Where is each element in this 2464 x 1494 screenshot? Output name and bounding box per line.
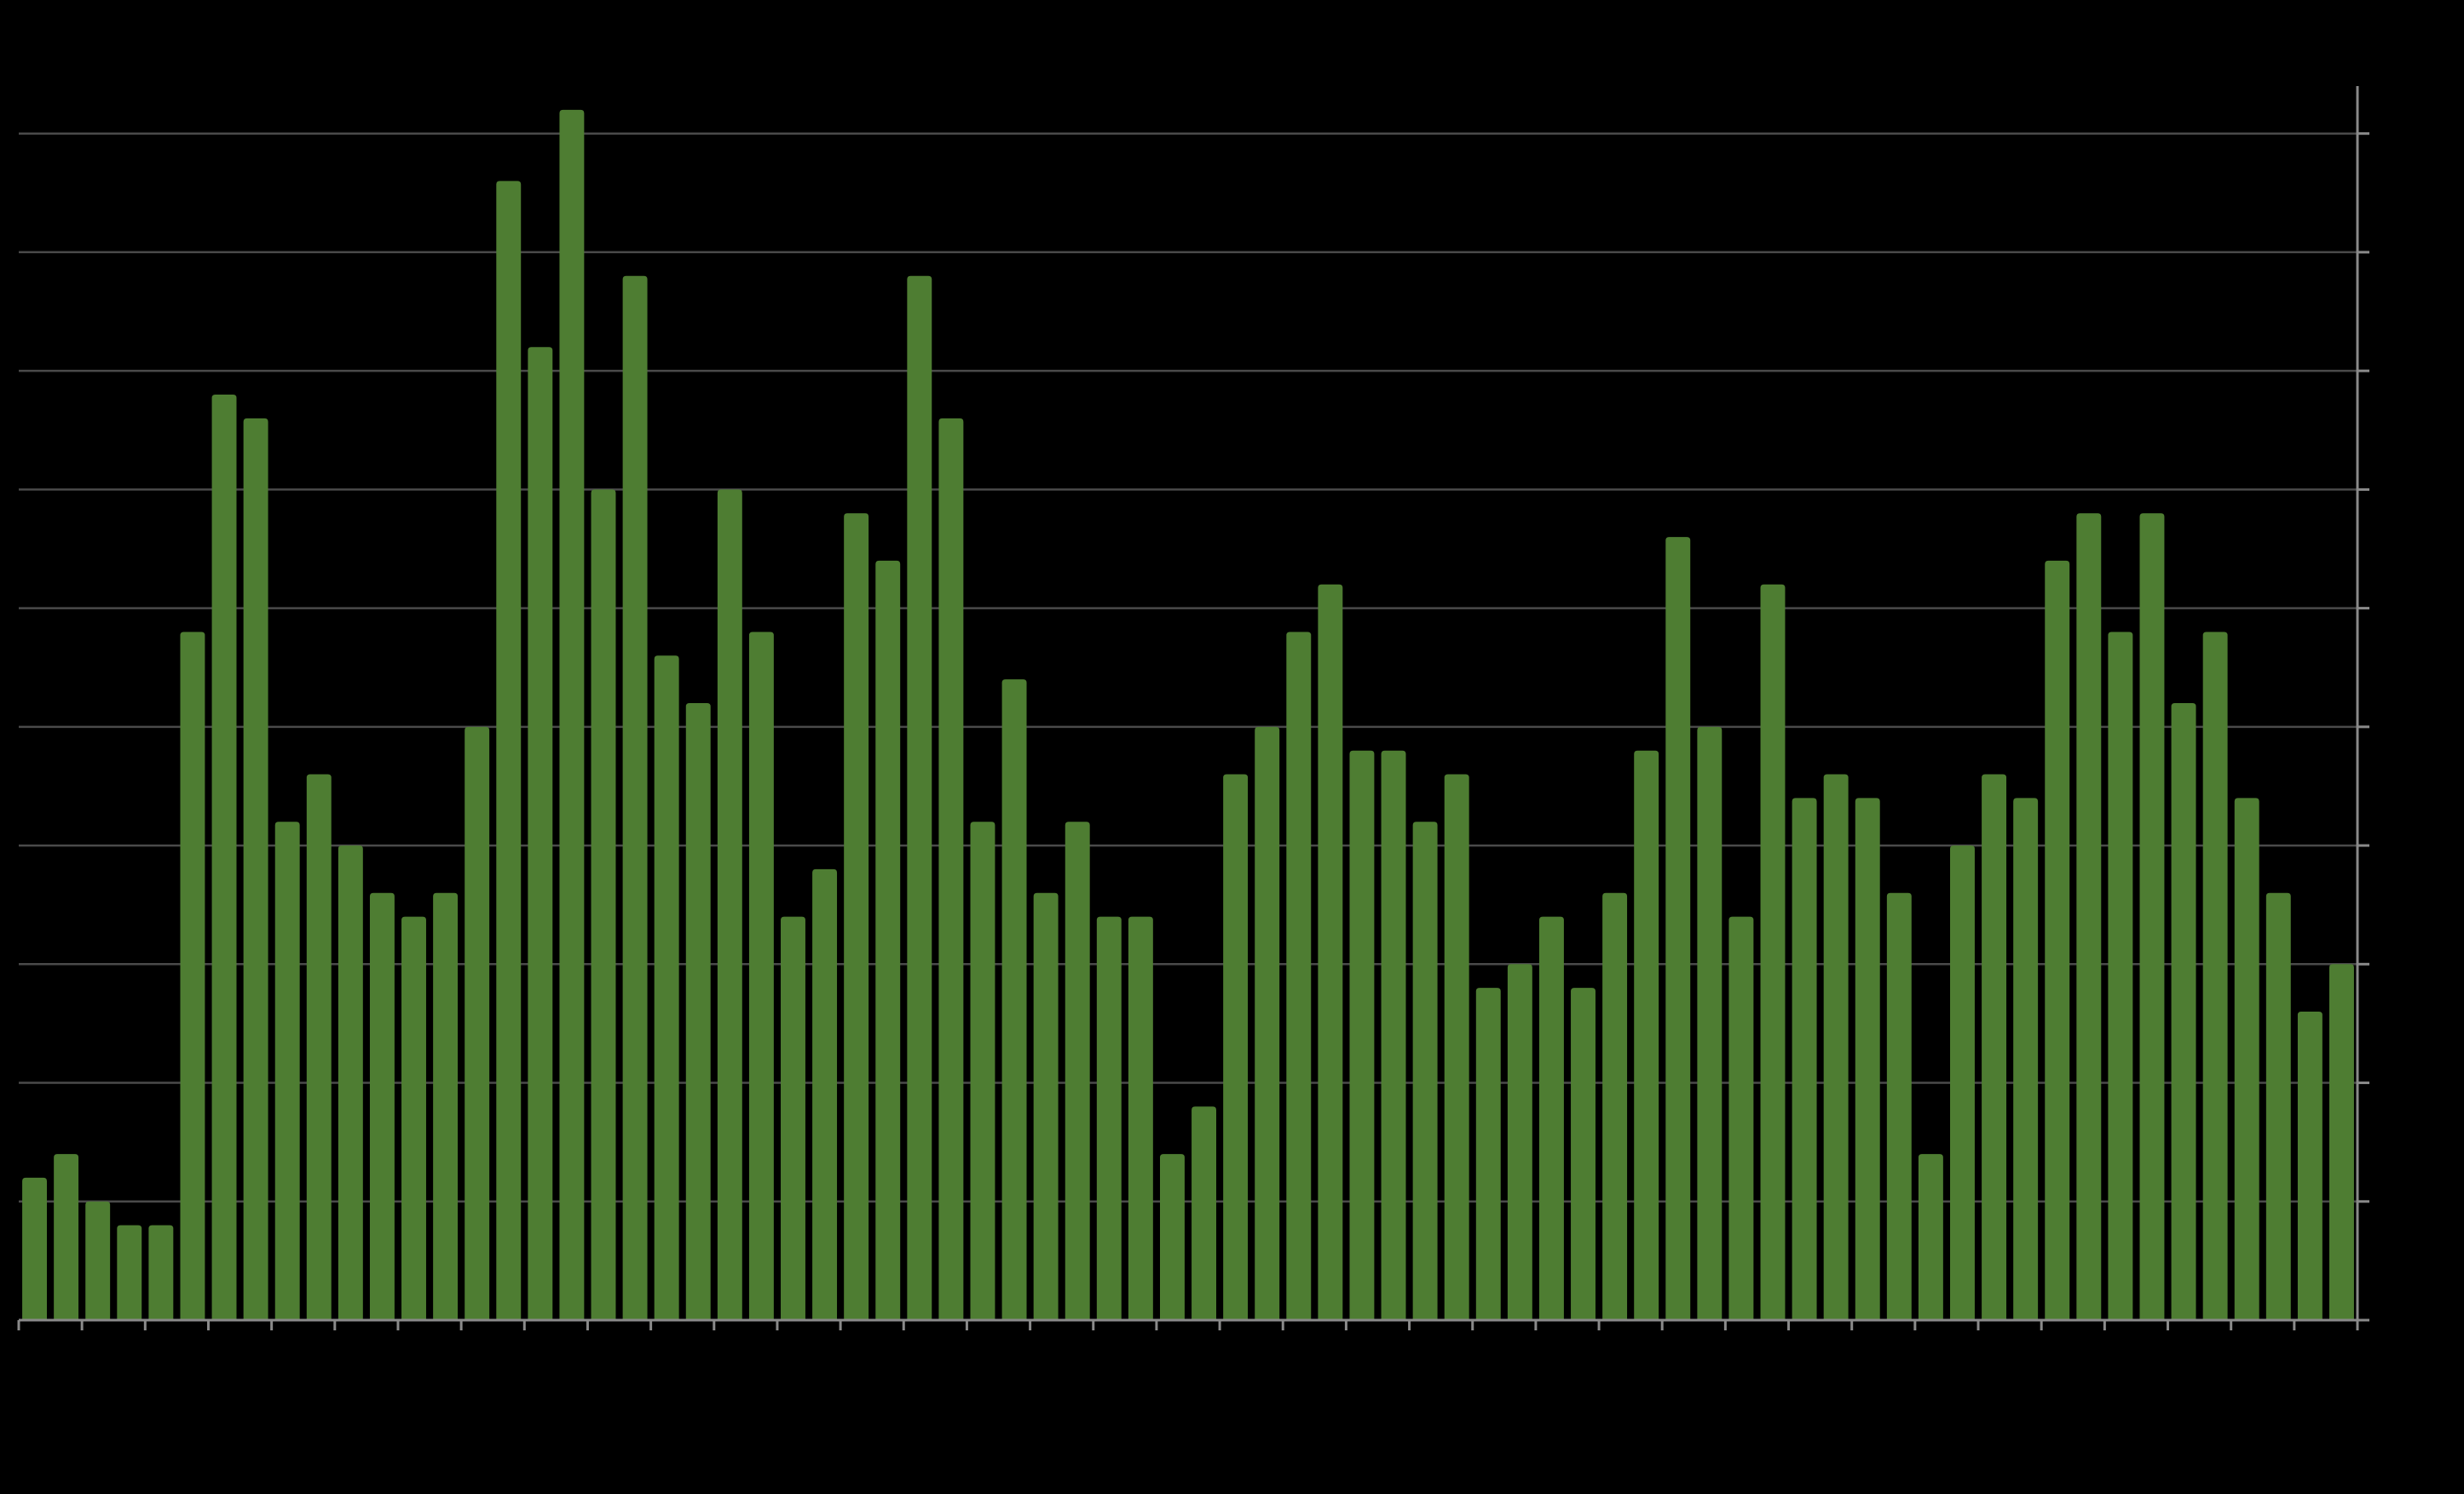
bar (1223, 774, 1249, 1320)
bar (369, 892, 395, 1320)
bar (591, 489, 616, 1320)
bar (748, 632, 774, 1320)
bar (2297, 1012, 2323, 1320)
bar (54, 1154, 79, 1320)
bar (1286, 632, 1312, 1320)
bar (1918, 1154, 1943, 1320)
bar (1318, 584, 1343, 1320)
bar (2265, 892, 2291, 1320)
bar (1950, 845, 1975, 1320)
bar (274, 822, 300, 1320)
bar (243, 418, 268, 1320)
bar (654, 655, 679, 1320)
bar (1128, 916, 1153, 1320)
bar (1855, 798, 1880, 1320)
bar (1096, 916, 1122, 1320)
bar (1697, 726, 1722, 1320)
bar (85, 1201, 111, 1320)
bar (844, 513, 869, 1320)
bar (1665, 537, 1691, 1320)
bar (306, 774, 332, 1320)
bar (338, 845, 363, 1320)
bar (496, 181, 522, 1320)
bar (211, 395, 237, 1320)
bar (1634, 750, 1659, 1320)
bar (907, 275, 932, 1320)
bar (1982, 774, 2007, 1320)
bar (781, 916, 805, 1320)
bar (2202, 632, 2228, 1320)
bar (812, 868, 838, 1320)
bar (1444, 774, 1469, 1320)
bar (1065, 822, 1090, 1320)
bar (1192, 1106, 1217, 1320)
bar (1033, 892, 1059, 1320)
bar (2328, 964, 2354, 1320)
y-tick-label: 5 (2376, 1187, 2388, 1213)
y-tick-label: 35 (2376, 475, 2401, 500)
bar (2045, 560, 2070, 1320)
bar (1159, 1154, 1185, 1320)
bar (1886, 892, 1912, 1320)
bar (2013, 798, 2039, 1320)
bar (1412, 822, 1438, 1320)
bar (2171, 703, 2196, 1320)
bar (1381, 750, 1406, 1320)
bar (401, 916, 426, 1320)
bar (148, 1225, 174, 1320)
y-tick-label: 30 (2376, 593, 2401, 619)
y-tick-label: 45 (2376, 238, 2401, 263)
bar (465, 726, 490, 1320)
y-tick-label: 50 (2376, 119, 2401, 145)
y-tick-label: 20 (2376, 831, 2401, 857)
bar (717, 489, 742, 1320)
bar (685, 703, 711, 1320)
bar (875, 560, 901, 1320)
y-tick-label: 25 (2376, 712, 2401, 738)
bar (1001, 679, 1027, 1320)
bar (1823, 774, 1849, 1320)
bar (1602, 892, 1628, 1320)
bar (433, 892, 459, 1320)
bar (1507, 964, 1532, 1320)
bar (970, 822, 995, 1320)
bar (1760, 584, 1786, 1320)
bar (2108, 632, 2133, 1320)
bar (117, 1225, 142, 1320)
bar (1538, 916, 1564, 1320)
bar (1475, 988, 1501, 1320)
bar (559, 109, 585, 1320)
bar (1728, 916, 1754, 1320)
bar (528, 347, 553, 1321)
y-tick-label: 40 (2376, 356, 2401, 382)
y-tick-label: 15 (2376, 949, 2401, 975)
bar (1349, 750, 1375, 1320)
y-tick-label: 10 (2376, 1068, 2401, 1093)
bar (2139, 513, 2165, 1320)
bar (622, 275, 648, 1320)
bar (938, 418, 964, 1320)
bar (2076, 513, 2102, 1320)
bar (2234, 798, 2259, 1320)
y-tick-label: 0 (2376, 1306, 2388, 1331)
bar (180, 632, 205, 1320)
bar (1792, 798, 1817, 1320)
bar (1255, 726, 1280, 1320)
bar (1571, 988, 1596, 1320)
bar (22, 1177, 48, 1320)
